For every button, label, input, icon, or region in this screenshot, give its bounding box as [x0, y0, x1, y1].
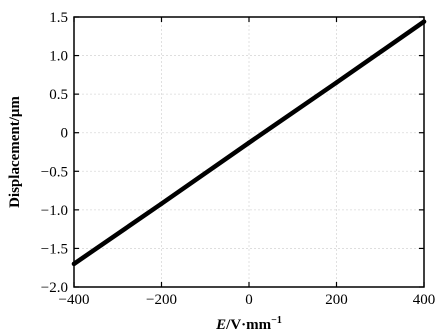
x-tick-label: 400	[413, 292, 436, 308]
tick-marks	[73, 16, 425, 288]
data-point	[159, 201, 164, 206]
x-axis-label-unit: /V·mm	[225, 317, 271, 333]
y-tick-label: −1.0	[41, 203, 68, 219]
x-axis-label-var: E	[215, 317, 226, 333]
y-tick-labels: 1.5 1.0 0.5 0 −0.5 −1.0 −1.5 −2.0	[41, 10, 68, 296]
x-axis-label: E/V·mm−1	[215, 315, 282, 333]
y-axis-label: Displacement/μm	[7, 96, 23, 208]
data-point	[334, 80, 339, 85]
y-tick-label: 1.5	[49, 10, 68, 26]
x-tick-label: −200	[146, 292, 177, 308]
y-tick-label: −0.5	[41, 164, 68, 180]
y-tick-label: 0.5	[49, 87, 68, 103]
data-point	[246, 140, 252, 145]
x-tick-labels: −400 −200 0 200 400	[59, 292, 436, 308]
y-tick-label: −1.5	[41, 241, 68, 257]
y-tick-label: 1.0	[49, 49, 68, 65]
y-tick-label: 0	[61, 126, 69, 142]
y-tick-label: −2.0	[41, 280, 68, 296]
x-axis-label-exp: −1	[271, 315, 282, 326]
x-tick-label: 0	[245, 292, 253, 308]
x-tick-label: 200	[325, 292, 348, 308]
x-tick-label: −400	[59, 292, 90, 308]
